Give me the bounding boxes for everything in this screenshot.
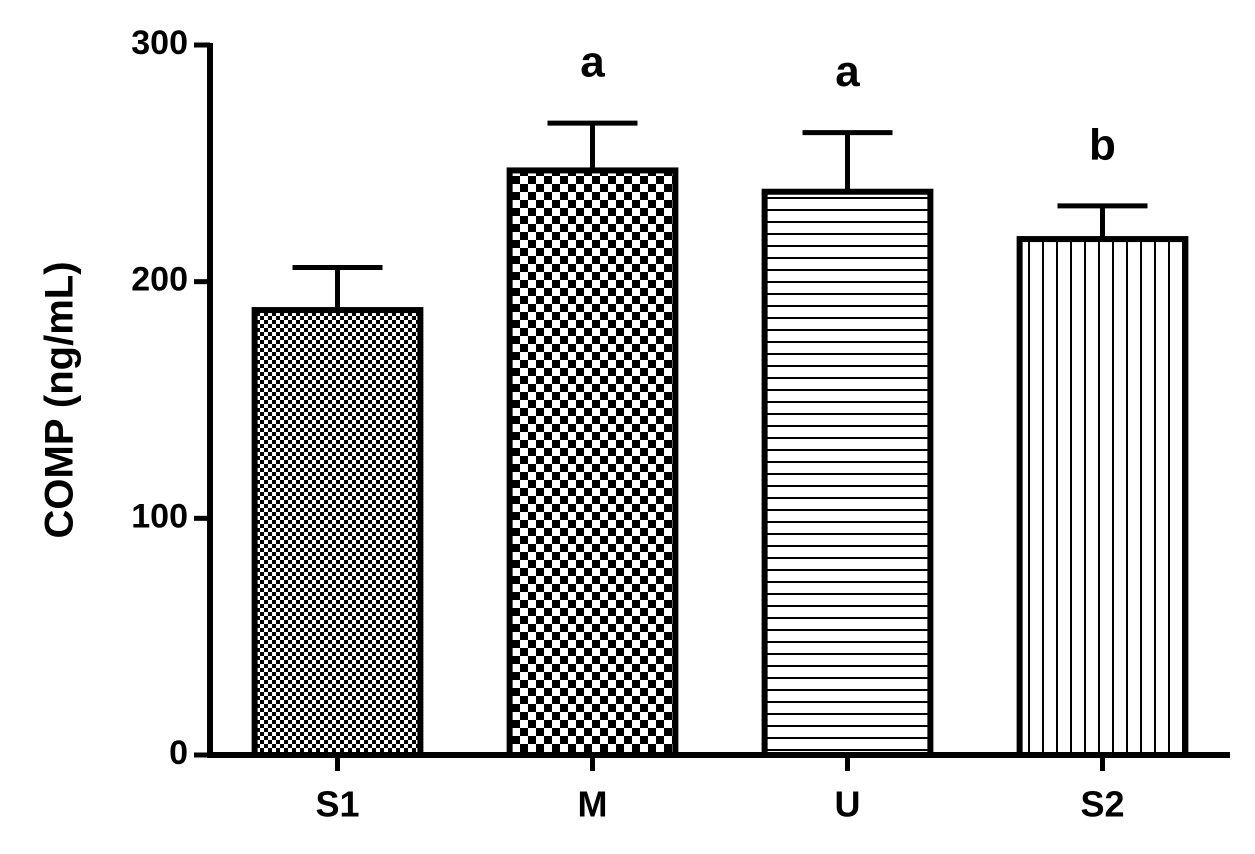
annotation: a bbox=[580, 38, 605, 87]
bar bbox=[251, 307, 424, 758]
annotation: a bbox=[835, 47, 860, 96]
y-tick-label: 300 bbox=[131, 24, 188, 62]
x-tick-label: M bbox=[578, 784, 608, 825]
bar bbox=[761, 188, 934, 758]
y-tick-label: 200 bbox=[131, 261, 188, 299]
x-tick-label: S1 bbox=[315, 784, 359, 825]
x-tick-label: S2 bbox=[1080, 784, 1124, 825]
y-tick-label: 0 bbox=[169, 734, 188, 772]
y-tick-label: 100 bbox=[131, 497, 188, 535]
x-tick-label: U bbox=[835, 784, 861, 825]
bar bbox=[1016, 236, 1189, 759]
annotation: b bbox=[1089, 121, 1116, 170]
y-axis-label: COMP (ng/mL) bbox=[38, 261, 82, 538]
bar bbox=[506, 167, 679, 758]
